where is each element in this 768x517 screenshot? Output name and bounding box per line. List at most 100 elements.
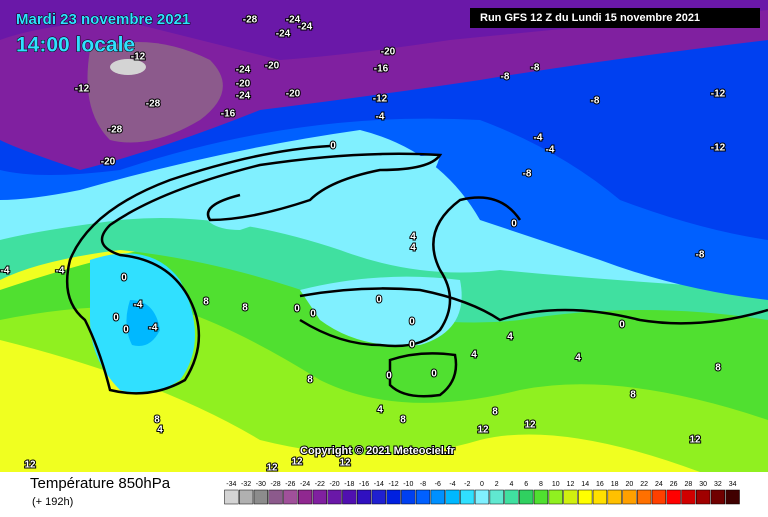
scale-swatch	[563, 489, 578, 505]
scale-label: 0	[480, 481, 484, 488]
contour-label: 4	[410, 243, 416, 254]
scale-swatch	[283, 489, 298, 505]
scale-label: -28	[271, 481, 281, 488]
scale-label: -20	[330, 481, 340, 488]
contour-label: 8	[400, 415, 406, 426]
contour-label: -28	[108, 125, 123, 136]
contour-label: 0	[431, 369, 437, 380]
legend-title: Température 850hPa	[30, 475, 171, 492]
contour-label: 8	[154, 415, 160, 426]
contour-label: 0	[619, 320, 625, 331]
scale-label: -12	[388, 481, 398, 488]
scale-swatch	[268, 489, 283, 505]
contour-label: 12	[524, 420, 536, 431]
contour-label: -16	[221, 109, 236, 120]
scale-swatch	[622, 489, 637, 505]
scale-swatch	[356, 489, 372, 505]
scale-label: 20	[626, 481, 634, 488]
contour-label: -12	[75, 84, 90, 95]
contour-label: 0	[294, 304, 300, 315]
contour-label: 0	[511, 219, 517, 230]
scale-swatch	[710, 489, 726, 505]
contour-label: -8	[591, 96, 600, 107]
scale-swatch	[696, 489, 711, 505]
contour-label: -12	[373, 94, 388, 105]
contour-label: 4	[471, 350, 477, 361]
scale-label: 30	[699, 481, 707, 488]
scale-label: 16	[596, 481, 604, 488]
scale-label: -8	[420, 481, 426, 488]
scale-label: 4	[510, 481, 514, 488]
contour-label: -24	[298, 22, 313, 33]
scale-label: 6	[524, 481, 528, 488]
contour-label: 12	[339, 458, 351, 469]
contour-label: -4	[1, 266, 10, 277]
contour-label: -12	[131, 52, 146, 63]
contour-label: -28	[243, 15, 258, 26]
contour-label: 0	[113, 313, 119, 324]
scale-swatch	[666, 489, 681, 505]
contour-label: 0	[409, 340, 415, 351]
contour-label: -20	[286, 89, 301, 100]
contour-label: -8	[696, 250, 705, 261]
scale-swatch	[504, 489, 519, 505]
scale-label: -24	[300, 481, 310, 488]
scale-label: -22	[315, 481, 325, 488]
scale-swatch	[548, 489, 563, 505]
contour-label: 12	[266, 463, 278, 474]
date: Mardi 23 novembre 2021	[16, 11, 190, 28]
contour-label: 12	[477, 425, 489, 436]
scale-label: 32	[714, 481, 722, 488]
scale-label: 14	[581, 481, 589, 488]
contour-label: 0	[121, 273, 127, 284]
scale-swatch	[297, 489, 313, 505]
contour-label: 12	[291, 457, 303, 468]
scale-label: -2	[464, 481, 470, 488]
contour-label: 0	[386, 371, 392, 382]
scale-label: 18	[611, 481, 619, 488]
scale-swatch	[533, 489, 549, 505]
legend-subtitle: (+ 192h)	[32, 496, 73, 508]
scale-label: 10	[552, 481, 560, 488]
scale-label: -34	[226, 481, 236, 488]
contour-label: 4	[575, 353, 581, 364]
contour-label: 4	[377, 405, 383, 416]
contour-label: -24	[236, 65, 251, 76]
contour-label: -4	[149, 323, 158, 334]
contour-label: -12	[711, 143, 726, 154]
run-info: Run GFS 12 Z du Lundi 15 novembre 2021	[480, 12, 700, 24]
run-box	[470, 8, 760, 28]
scale-label: -6	[435, 481, 441, 488]
scale-label: -10	[403, 481, 413, 488]
scale-swatch	[578, 489, 593, 505]
scale-swatch	[489, 489, 504, 505]
contour-label: 4	[410, 232, 416, 243]
contour-label: -4	[376, 112, 385, 123]
scale-swatch	[460, 489, 475, 505]
scale-swatch	[637, 489, 652, 505]
scale-swatch	[445, 489, 460, 505]
contour-label: -8	[501, 72, 510, 83]
contour-label: -20	[101, 157, 116, 168]
contour-label: 0	[409, 317, 415, 328]
scale-swatch	[312, 489, 327, 505]
isotherms	[65, 144, 768, 398]
scale-swatch	[327, 489, 342, 505]
contour-label: 12	[24, 460, 36, 471]
contour-label: -24	[236, 91, 251, 102]
scale-swatch	[238, 489, 254, 505]
color-scale: -34 -32 -30 -28 -26 -24 -22 -20 -18 -16 -14 -12 -10-…	[224, 481, 740, 505]
contour-label: -8	[523, 169, 532, 180]
contour-label: 4	[157, 425, 163, 436]
contour-label: 8	[630, 390, 636, 401]
contour-label: 8	[307, 375, 313, 386]
scale-swatch	[681, 489, 696, 505]
scale-swatch	[386, 489, 401, 505]
contour-label: 0	[310, 309, 316, 320]
contour-label: -4	[546, 145, 555, 156]
scale-label: 26	[670, 481, 678, 488]
scale-swatch	[519, 489, 534, 505]
contour-label: -20	[265, 61, 280, 72]
contour-label: 8	[242, 303, 248, 314]
